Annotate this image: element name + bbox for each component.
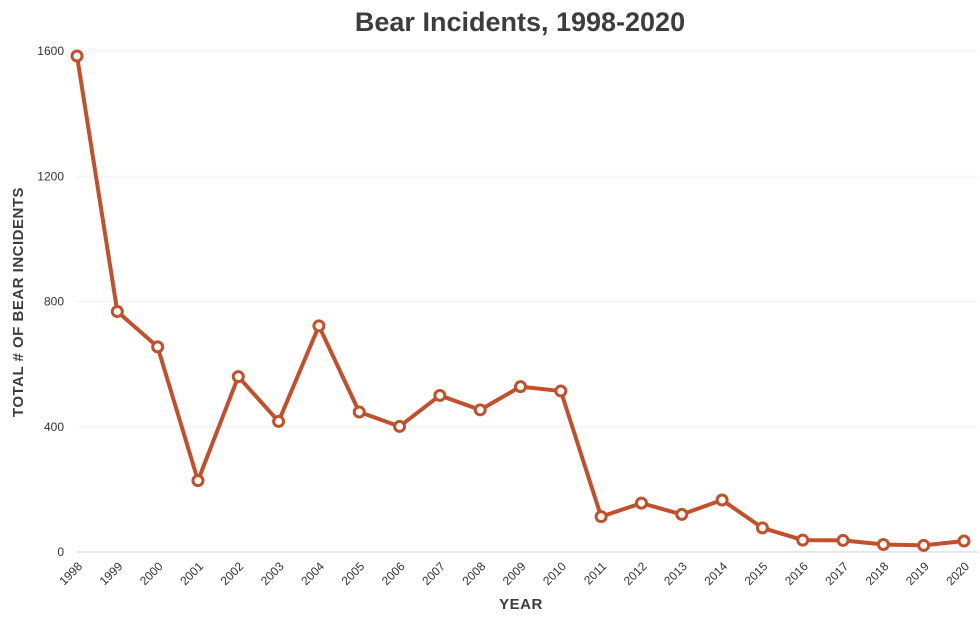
y-axis-title: TOTAL # OF BEAR INCIDENTS (10, 187, 27, 417)
y-tick-label: 400 (44, 420, 64, 434)
data-point[interactable]: 2013: 120 (675, 507, 689, 521)
data-point[interactable]: 2008: 454 (473, 403, 487, 417)
data-point[interactable]: 2010: 514 (554, 384, 568, 398)
x-axis: 1998 1999 2000 2001 2002 2003 2004 2005 2006 2007… (56, 551, 978, 588)
data-point[interactable]: 2018: 24 (876, 537, 890, 551)
data-point[interactable]: 2004: 722 (312, 319, 326, 333)
x-tick-label: 2006 (379, 559, 408, 588)
data-point[interactable]: 2016: 38 (796, 533, 810, 547)
x-tick-label: 2008 (460, 559, 489, 588)
data-point[interactable]: 2007: 500 (433, 388, 447, 402)
x-tick-label: 1999 (97, 559, 126, 588)
x-tick-label: 2016 (782, 559, 811, 588)
y-axis: 0 400 800 1200 1600 (37, 44, 64, 559)
data-point[interactable]: 2012: 156 (634, 496, 648, 510)
points-layer: 1998: 1584 1999: 768 2000: 655 2001: 228 200… (70, 49, 971, 552)
x-tick-label: 2001 (177, 559, 206, 588)
x-tick-label: 2011 (581, 559, 609, 587)
data-point[interactable]: 1999: 768 (110, 305, 124, 319)
x-tick-label: 2000 (137, 559, 166, 588)
y-tick-label: 800 (44, 295, 64, 309)
y-tick-label: 0 (57, 545, 64, 559)
x-tick-label: 2007 (419, 559, 448, 588)
x-axis-title: YEAR (499, 596, 543, 613)
series-layer (75, 54, 966, 548)
data-point[interactable]: 2001: 228 (191, 474, 205, 488)
data-point[interactable]: 2015: 77 (755, 521, 769, 535)
x-tick-label: 2017 (822, 559, 851, 588)
x-tick-label: 2004 (298, 559, 327, 588)
y-tick-label: 1200 (37, 169, 64, 183)
x-tick-label: 2002 (218, 559, 247, 588)
x-tick-label: 2015 (742, 559, 771, 588)
x-tick-label: 1998 (56, 559, 85, 588)
gridlines (77, 50, 978, 428)
data-point[interactable]: 2020: 35 (957, 534, 971, 548)
x-tick-label: 2020 (943, 559, 972, 588)
x-tick-label: 2003 (258, 559, 287, 588)
data-point[interactable]: 1998: 1584 (70, 49, 84, 63)
x-tick-label: 2005 (339, 559, 368, 588)
chart-title: Bear Incidents, 1998-2020 (355, 7, 685, 37)
x-tick-label: 2018 (863, 559, 892, 588)
data-point[interactable]: 2017: 37 (836, 533, 850, 547)
data-point[interactable]: 2011: 113 (594, 510, 608, 524)
data-point[interactable]: 2009: 528 (514, 380, 527, 394)
data-point[interactable]: 2003: 417 (272, 414, 286, 428)
x-tick-label: 2013 (661, 559, 690, 588)
data-point[interactable]: 2019: 21 (917, 538, 931, 552)
x-tick-label: 2012 (621, 559, 650, 588)
data-point[interactable]: 2002: 560 (231, 370, 245, 384)
data-point[interactable]: 2006: 401 (393, 419, 407, 433)
data-point[interactable]: 2005: 447 (352, 405, 366, 419)
x-tick-label: 2019 (903, 559, 932, 588)
series-line (75, 54, 966, 548)
y-tick-label: 1600 (37, 44, 64, 58)
data-point[interactable]: 2014: 166 (715, 493, 729, 507)
x-tick-label: 2009 (500, 559, 529, 588)
x-tick-label: 2014 (701, 559, 730, 588)
x-tick-label: 2010 (540, 559, 569, 588)
data-point[interactable]: 2000: 655 (151, 340, 165, 354)
